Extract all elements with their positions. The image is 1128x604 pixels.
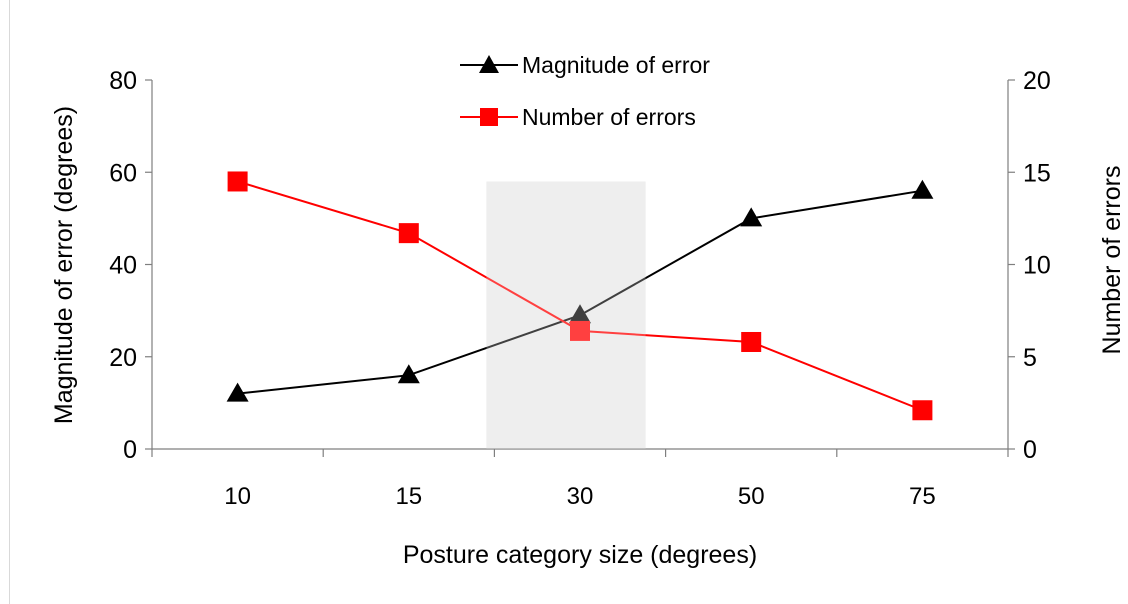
point-marker-magnitude (911, 179, 934, 199)
highlight-band-layer (486, 181, 646, 449)
x-tick-label: 75 (909, 483, 936, 510)
point-marker-errors (741, 331, 762, 352)
highlight-band (486, 181, 646, 449)
legend-item-magnitude: Magnitude of error (460, 52, 710, 78)
y-left-tick-label: 40 (109, 252, 137, 280)
x-tick-label: 15 (395, 483, 422, 510)
point-marker-errors (398, 223, 419, 244)
point-marker-errors (570, 320, 590, 341)
point-marker-magnitude (569, 304, 591, 324)
point-marker-errors (912, 400, 933, 421)
ticks: 10 15 30 50 75 0 20 40 60 80 0 5 10 15 20 (109, 67, 1051, 510)
point-marker-magnitude (397, 364, 420, 384)
y-axis-left-title: Magnitude of error (degrees) (50, 106, 78, 424)
y-right-tick-label: 10 (1023, 252, 1051, 280)
legend: Magnitude of error Number of errors (460, 52, 710, 130)
legend-item-errors: Number of errors (460, 104, 696, 130)
y-axis-right-title: Number of errors (1098, 166, 1126, 355)
highlight-band-overlay (486, 181, 646, 449)
x-axis-title: Posture category size (degrees) (403, 541, 757, 569)
legend-label-errors: Number of errors (522, 104, 696, 130)
series (226, 171, 934, 449)
y-left-tick-label: 0 (123, 436, 137, 464)
point-marker-magnitude (226, 382, 249, 402)
x-tick-label: 50 (738, 483, 765, 510)
y-right-tick-label: 5 (1023, 344, 1037, 372)
y-left-tick-label: 20 (109, 344, 137, 372)
y-left-tick-label: 80 (109, 67, 137, 95)
point-marker-errors (227, 171, 248, 192)
y-left-tick-label: 60 (109, 159, 137, 187)
y-right-tick-label: 20 (1023, 67, 1051, 95)
legend-triangle-marker (479, 55, 499, 73)
x-tick-label: 30 (567, 483, 594, 510)
frame-border (9, 0, 10, 604)
x-tick-label: 10 (224, 483, 251, 510)
legend-label-magnitude: Magnitude of error (522, 52, 710, 78)
point-marker-magnitude (740, 207, 763, 227)
legend-square-marker (480, 108, 498, 126)
y-right-tick-label: 0 (1023, 436, 1037, 464)
y-right-tick-label: 15 (1023, 159, 1051, 187)
